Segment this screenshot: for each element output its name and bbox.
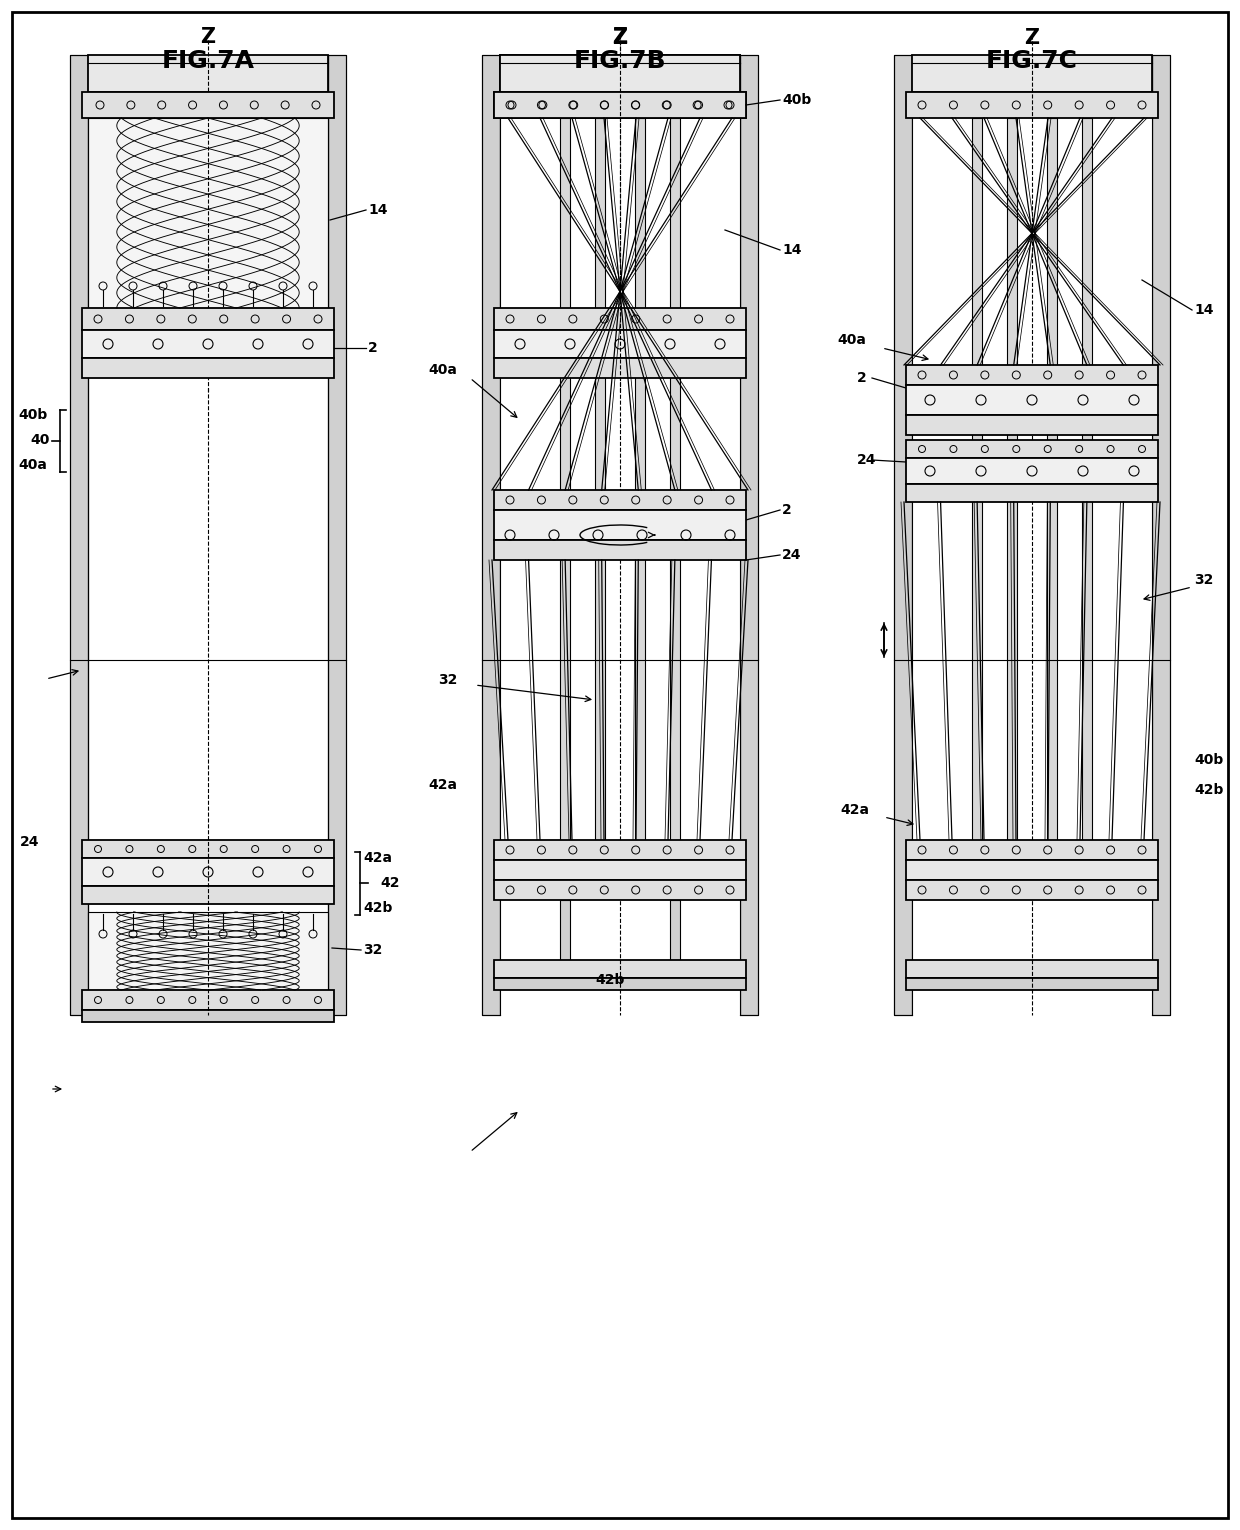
Text: 42a: 42a xyxy=(363,851,392,864)
Bar xyxy=(1083,118,1092,871)
Bar xyxy=(560,118,570,871)
Bar xyxy=(88,912,329,990)
Bar xyxy=(911,55,1152,92)
Text: 40b: 40b xyxy=(782,93,811,107)
Bar xyxy=(906,978,1158,990)
Bar xyxy=(494,358,746,378)
Bar xyxy=(906,840,1158,860)
Bar xyxy=(1007,118,1017,871)
Bar xyxy=(635,118,645,871)
Bar xyxy=(906,386,1158,415)
Bar xyxy=(972,118,982,871)
Text: FIG.7A: FIG.7A xyxy=(161,49,255,73)
Bar xyxy=(482,55,500,1014)
Text: 40a: 40a xyxy=(428,363,456,376)
Bar xyxy=(82,858,334,886)
Bar xyxy=(1152,55,1171,1014)
Text: 40b: 40b xyxy=(19,409,47,422)
Text: 14: 14 xyxy=(782,243,801,257)
Bar xyxy=(494,490,746,509)
Text: 24: 24 xyxy=(20,835,40,849)
Text: 42b: 42b xyxy=(363,901,392,915)
Text: 2: 2 xyxy=(782,503,792,517)
Bar xyxy=(82,886,334,904)
Bar xyxy=(82,308,334,330)
Text: 42: 42 xyxy=(379,877,399,890)
Bar xyxy=(500,55,740,92)
Bar xyxy=(88,118,329,308)
Bar xyxy=(82,990,334,1010)
Bar xyxy=(494,840,746,860)
Text: FIG.7B: FIG.7B xyxy=(574,49,666,73)
Bar xyxy=(494,860,746,880)
Bar xyxy=(906,959,1158,978)
Bar xyxy=(894,55,911,1014)
Bar xyxy=(894,55,911,1014)
Bar xyxy=(906,880,1158,900)
Bar xyxy=(69,55,88,1014)
Bar xyxy=(82,1010,334,1022)
Text: 2: 2 xyxy=(857,370,867,386)
Bar xyxy=(906,483,1158,502)
Text: 24: 24 xyxy=(857,453,877,467)
Text: Z: Z xyxy=(1024,28,1039,47)
Text: 40: 40 xyxy=(30,433,50,447)
Bar xyxy=(740,55,758,1014)
Text: 32: 32 xyxy=(1194,574,1214,588)
Bar xyxy=(82,358,334,378)
Text: FIG.7C: FIG.7C xyxy=(986,49,1078,73)
Bar xyxy=(560,900,570,959)
Bar xyxy=(88,55,329,92)
Text: 24: 24 xyxy=(782,548,801,562)
Bar xyxy=(500,55,740,1014)
Bar xyxy=(906,457,1158,483)
Bar xyxy=(911,55,1152,1014)
Bar xyxy=(500,118,740,308)
Bar xyxy=(906,92,1158,118)
Text: 40a: 40a xyxy=(19,457,47,471)
Text: 32: 32 xyxy=(438,673,458,687)
Bar xyxy=(494,959,746,978)
Bar xyxy=(329,55,346,1014)
Bar xyxy=(494,509,746,540)
Bar xyxy=(1047,118,1056,871)
Bar xyxy=(595,118,605,871)
Bar xyxy=(906,860,1158,880)
Text: 14: 14 xyxy=(1194,303,1214,317)
Text: 42b: 42b xyxy=(1194,783,1224,797)
Text: 42a: 42a xyxy=(428,777,458,793)
Bar xyxy=(69,55,88,1014)
Bar xyxy=(482,55,500,1014)
Text: 42a: 42a xyxy=(839,803,869,817)
Text: 2: 2 xyxy=(368,341,378,355)
Bar xyxy=(500,55,740,92)
Bar xyxy=(906,415,1158,435)
Bar xyxy=(906,366,1158,386)
Bar xyxy=(670,900,680,959)
Text: 14: 14 xyxy=(368,203,387,217)
Bar xyxy=(1152,55,1171,1014)
Text: 40b: 40b xyxy=(1194,753,1223,767)
Bar xyxy=(494,308,746,330)
Bar xyxy=(82,330,334,358)
Bar xyxy=(494,92,746,118)
Bar xyxy=(906,441,1158,457)
Bar xyxy=(82,92,334,118)
Bar xyxy=(670,118,680,871)
Bar xyxy=(329,55,346,1014)
Text: Z: Z xyxy=(613,28,627,47)
Text: 32: 32 xyxy=(363,942,382,956)
Text: 42b: 42b xyxy=(595,973,625,987)
Text: 40a: 40a xyxy=(837,334,866,347)
Bar xyxy=(494,880,746,900)
Text: Z: Z xyxy=(613,28,627,47)
Bar xyxy=(494,330,746,358)
Bar xyxy=(740,55,758,1014)
Text: Z: Z xyxy=(201,28,216,47)
Bar xyxy=(494,540,746,560)
Bar xyxy=(82,840,334,858)
Bar xyxy=(494,978,746,990)
Bar xyxy=(494,92,746,118)
